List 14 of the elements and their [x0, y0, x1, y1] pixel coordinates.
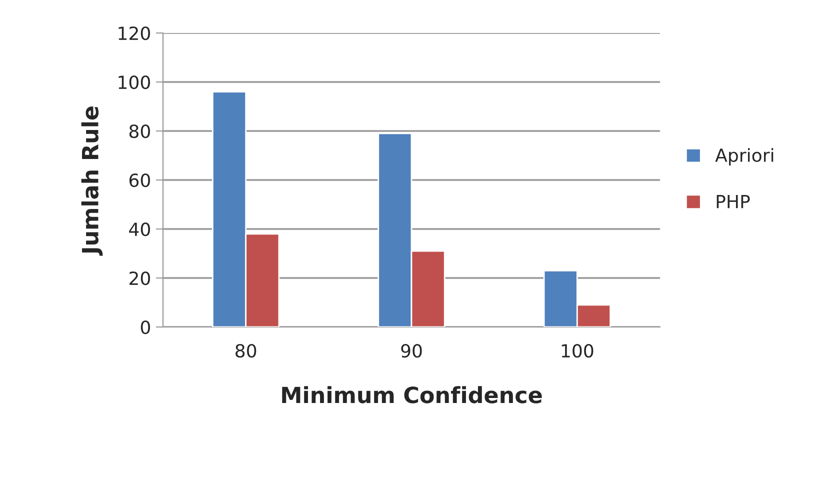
y-tick-label: 120 [118, 26, 150, 40]
legend-label: Apriori [715, 148, 774, 166]
y-tick-label: 100 [118, 75, 150, 90]
y-tick-label: 20 [130, 271, 150, 286]
y-tick-label: 40 [129, 222, 150, 236]
legend-label: PHP [716, 195, 750, 208]
x-tick-label: 100 [562, 344, 594, 358]
y-tick-label: 80 [129, 124, 150, 138]
y-tick-label: 60 [129, 173, 150, 188]
x-tick-label: 90 [401, 344, 422, 358]
x-axis-title: Minimum Confidence [282, 386, 542, 404]
y-axis-title: Jumlah Rule [81, 106, 103, 256]
y-tick-label: 0 [140, 320, 150, 334]
x-tick-label: 80 [236, 344, 256, 358]
